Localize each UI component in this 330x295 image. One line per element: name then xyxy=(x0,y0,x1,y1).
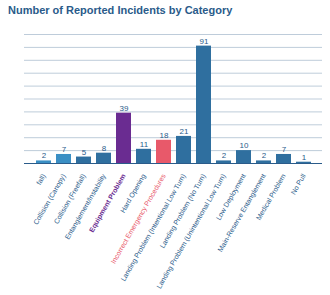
svg-text:2: 2 xyxy=(262,151,267,160)
svg-text:1: 1 xyxy=(302,153,307,162)
svg-text:7: 7 xyxy=(282,145,287,154)
svg-text:7: 7 xyxy=(62,145,67,154)
svg-text:No Pull: No Pull xyxy=(289,172,307,195)
svg-text:Collision (Canopy): Collision (Canopy) xyxy=(32,172,67,226)
svg-text:fall): fall) xyxy=(35,173,48,187)
svg-text:91: 91 xyxy=(200,37,209,46)
html-text:Number of Reported Incidents b: Number of Reported Incidents by Category xyxy=(8,4,233,16)
svg-text:18: 18 xyxy=(160,131,169,140)
svg-text:39: 39 xyxy=(120,104,129,113)
svg-text:21: 21 xyxy=(180,127,189,136)
svg-text:8: 8 xyxy=(102,144,107,153)
svg-text:Main-Reserve Entanglement: Main-Reserve Entanglement xyxy=(216,172,267,253)
svg-text:Low Deployment: Low Deployment xyxy=(214,172,247,222)
svg-text:Landing Problem (No Turn): Landing Problem (No Turn) xyxy=(158,172,207,250)
svg-text:5: 5 xyxy=(82,148,87,157)
svg-text:Equipment Problem: Equipment Problem xyxy=(88,173,128,234)
svg-text:11: 11 xyxy=(140,140,149,149)
svg-text:2: 2 xyxy=(222,151,227,160)
svg-text:Landing Problem (Intentional L: Landing Problem (Intentional Low Turn) xyxy=(119,172,187,283)
svg-text:10: 10 xyxy=(240,141,249,150)
svg-text:Landing Problem (Unintentional: Landing Problem (Unintentional Low Turn) xyxy=(155,173,227,291)
svg-text:2: 2 xyxy=(42,151,47,160)
svg-text:Medical Problem: Medical Problem xyxy=(255,172,287,221)
svg-text:Hard Opening: Hard Opening xyxy=(118,172,147,214)
svg-text:Entanglement/Instability: Entanglement/Instability xyxy=(63,172,107,241)
svg-text:Collision (Freefall): Collision (Freefall) xyxy=(52,172,87,225)
svg-text:Incorrect Emergency Procedures: Incorrect Emergency Procedures xyxy=(110,172,168,265)
